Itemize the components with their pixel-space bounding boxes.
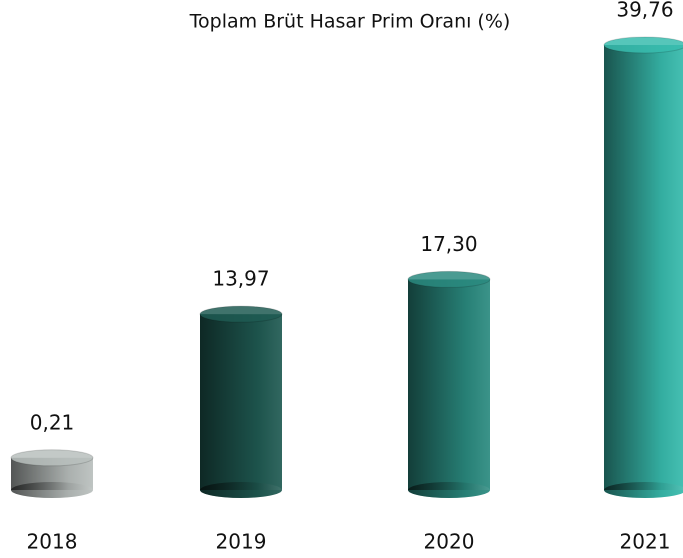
x-tick-label: 2020 — [424, 530, 475, 554]
value-label: 39,76 — [616, 0, 673, 22]
cylinder-shade — [200, 314, 282, 490]
cylinder-top — [10, 449, 94, 467]
x-tick-label: 2018 — [27, 530, 78, 554]
cylinder-top — [603, 36, 683, 54]
x-tick-label: 2021 — [620, 530, 671, 554]
value-label: 13,97 — [212, 267, 269, 291]
cylinder-shade — [604, 45, 683, 490]
cylinder — [407, 270, 491, 498]
chart-title: Toplam Brüt Hasar Prim Oranı (%) — [189, 11, 511, 33]
value-label: 17,30 — [420, 232, 477, 256]
cylinder — [603, 36, 683, 498]
cylinder-top — [407, 270, 491, 288]
cylinder — [10, 449, 94, 498]
cylinder — [199, 305, 283, 498]
cylinder-top — [199, 305, 283, 323]
x-tick-label: 2019 — [216, 530, 267, 554]
cylinder-shade — [408, 279, 490, 490]
value-label: 0,21 — [30, 410, 75, 434]
